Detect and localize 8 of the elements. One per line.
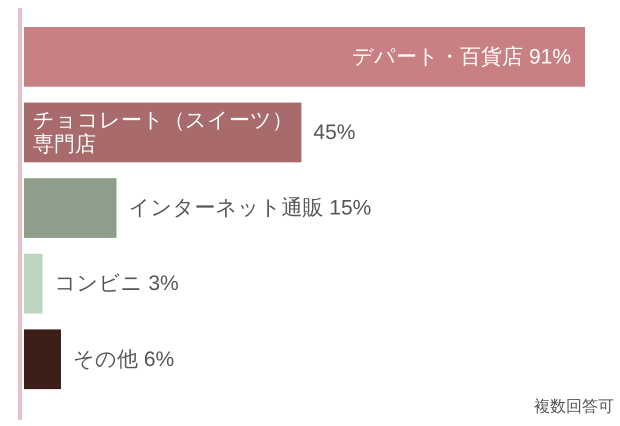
label: 45% bbox=[313, 120, 356, 144]
label: 専門店 bbox=[33, 132, 96, 156]
label: インターネット通販 15% bbox=[128, 196, 372, 220]
label: その他 6% bbox=[73, 348, 174, 371]
label: チョコレート（スイーツ） bbox=[33, 108, 293, 132]
annotation: 複数回答可 bbox=[534, 398, 614, 416]
label: デパート・百貨店 91% bbox=[352, 45, 571, 68]
label: コンビニ 3% bbox=[54, 272, 179, 296]
